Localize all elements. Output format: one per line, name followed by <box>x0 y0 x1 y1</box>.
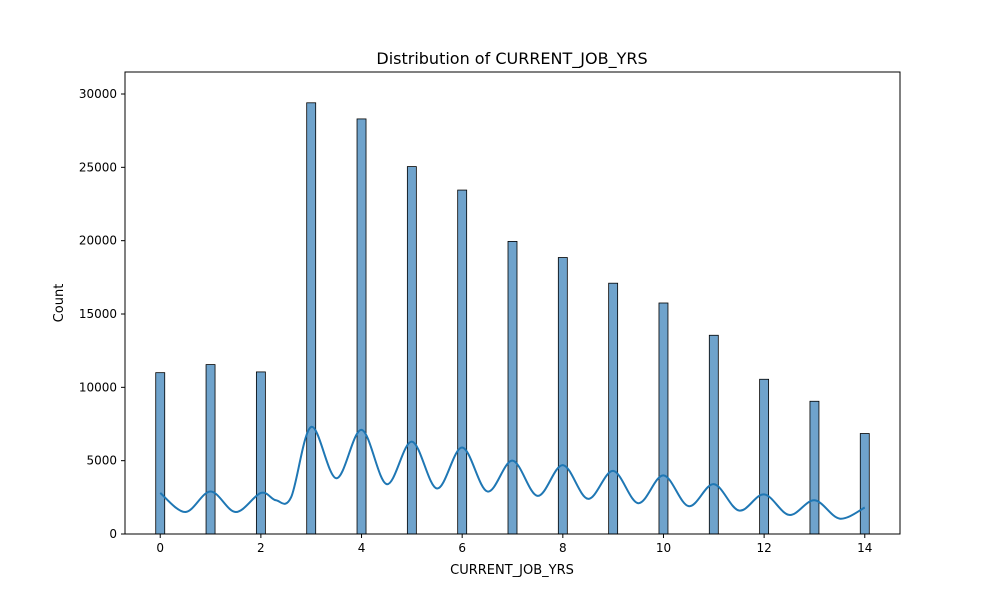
bar-12 <box>759 378 770 535</box>
bar-2 <box>255 371 266 535</box>
y-tick-label: 5000 <box>86 454 117 468</box>
bar-8 <box>557 257 568 535</box>
bar-6 <box>457 189 468 535</box>
x-tick-label: 6 <box>458 541 466 555</box>
bar-4 <box>356 118 367 535</box>
bar-14 <box>859 433 870 535</box>
kde-line <box>159 425 866 520</box>
bar-1 <box>205 364 216 535</box>
y-tick-label: 0 <box>109 527 117 541</box>
y-tick-label: 10000 <box>79 380 117 394</box>
bar-5 <box>406 166 417 535</box>
y-tick-label: 25000 <box>79 160 117 174</box>
bar-3 <box>306 102 317 535</box>
bar-11 <box>708 334 719 535</box>
x-axis-label: CURRENT_JOB_YRS <box>450 563 574 578</box>
x-tick-label: 14 <box>857 541 872 555</box>
chart-title: Distribution of CURRENT_JOB_YRS <box>376 49 647 69</box>
x-axis-ticks: 0 2 4 6 8 10 12 14 <box>156 534 872 555</box>
x-tick-label: 0 <box>156 541 164 555</box>
y-tick-label: 30000 <box>79 87 117 101</box>
y-axis-label: Count <box>52 284 67 323</box>
bar-10 <box>658 302 669 535</box>
x-tick-label: 12 <box>756 541 771 555</box>
x-tick-label: 8 <box>559 541 567 555</box>
x-tick-label: 2 <box>257 541 265 555</box>
y-tick-label: 15000 <box>79 307 117 321</box>
bar-9 <box>608 282 619 535</box>
bars-group <box>155 102 870 535</box>
x-tick-label: 10 <box>656 541 671 555</box>
plot-frame <box>124 71 901 535</box>
x-tick-label: 4 <box>358 541 366 555</box>
y-axis-ticks: 0 5000 10000 15000 20000 25000 30000 <box>79 87 125 541</box>
bar-13 <box>809 400 820 535</box>
y-tick-label: 20000 <box>79 234 117 248</box>
bar-0 <box>155 372 166 535</box>
bar-7 <box>507 240 518 535</box>
